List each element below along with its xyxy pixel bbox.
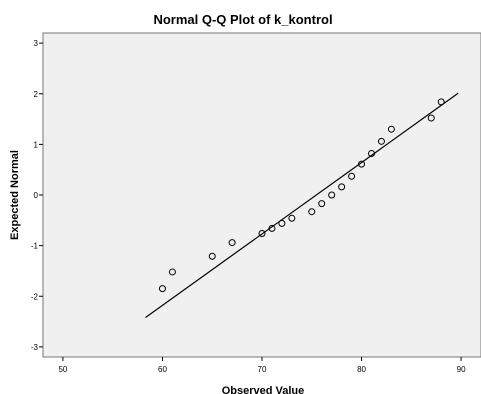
data-point	[387, 125, 395, 133]
reference-line	[145, 92, 459, 319]
x-axis: 50 60 70 80 90	[58, 357, 466, 374]
data-point	[348, 172, 356, 180]
x-tick-label: 60	[158, 365, 167, 374]
y-tick-label: -2	[31, 292, 39, 301]
data-point	[208, 252, 216, 260]
x-tick-label: 50	[58, 365, 67, 374]
data-point	[258, 229, 266, 237]
plot-area	[42, 32, 481, 358]
data-point	[308, 208, 316, 216]
x-tick-label: 90	[457, 365, 466, 374]
y-tick-label: -1	[31, 242, 39, 251]
data-point	[427, 114, 435, 122]
data-point	[288, 214, 296, 222]
data-point	[318, 200, 326, 208]
y-tick-label: 2	[34, 90, 39, 99]
y-tick-label: -3	[31, 343, 39, 352]
data-marks	[145, 92, 459, 319]
data-point	[168, 268, 176, 276]
y-axis: 3 2 1 0 -1 -2 -3	[31, 39, 43, 352]
y-tick-label: 1	[34, 140, 39, 149]
data-point	[338, 183, 346, 191]
chart-title: Normal Q-Q Plot of k_kontrol	[153, 12, 332, 27]
data-point	[158, 285, 166, 293]
data-point	[328, 191, 336, 199]
y-tick-label: 3	[34, 39, 39, 48]
x-tick-label: 80	[357, 365, 366, 374]
y-tick-label: 0	[34, 191, 39, 200]
y-axis-title: Expected Normal	[9, 150, 21, 240]
x-axis-title: Observed Value	[222, 385, 305, 394]
data-point	[228, 239, 236, 247]
x-tick-label: 70	[258, 365, 267, 374]
data-point	[377, 137, 385, 145]
